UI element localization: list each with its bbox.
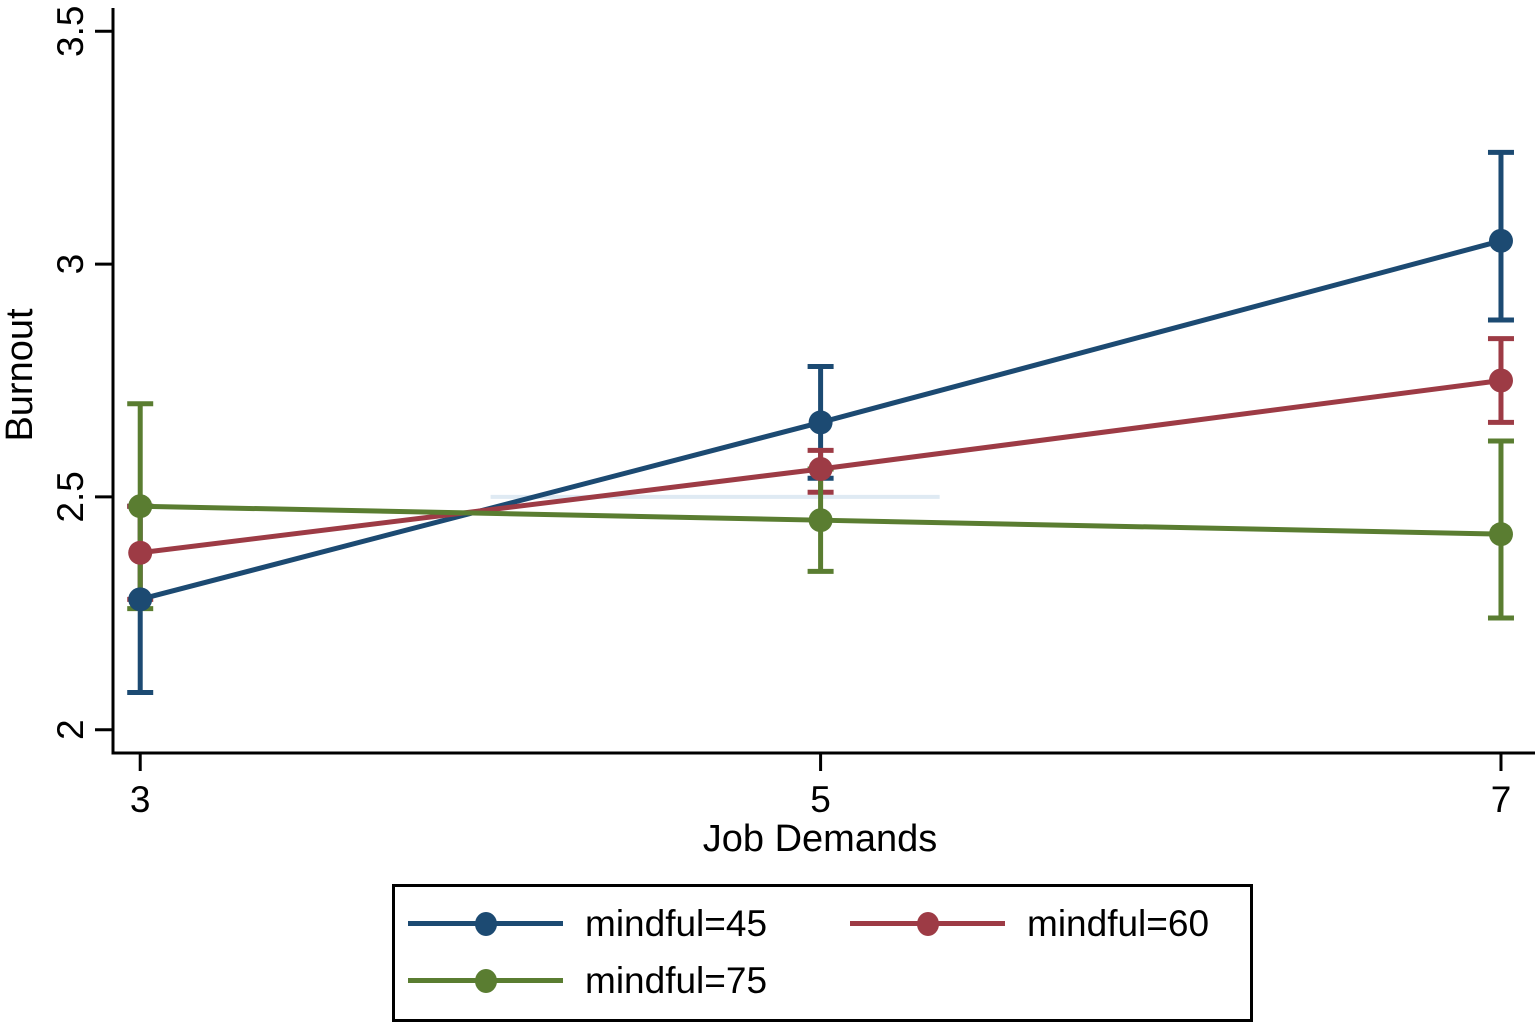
legend-row: mindful=75 (395, 952, 1250, 1009)
legend-marker-icon (474, 911, 497, 936)
legend-marker-icon (916, 911, 939, 936)
data-point-marker (1488, 522, 1513, 547)
x-tick-label: 3 (130, 779, 151, 820)
legend-marker-icon (474, 968, 497, 993)
y-tick-label: 2.5 (50, 471, 91, 522)
data-point-marker (1488, 228, 1513, 253)
data-point-marker (808, 508, 833, 533)
y-tick-label: 3.5 (50, 6, 91, 57)
x-tick-label: 7 (1491, 779, 1512, 820)
x-tick-label: 5 (810, 779, 831, 820)
data-point-marker (1488, 368, 1513, 393)
legend-entry-mindful-75: mindful=75 (395, 959, 837, 1001)
legend-box: mindful=45 mindful=60 mindful=75 (392, 884, 1253, 1022)
legend-label: mindful=75 (585, 959, 768, 1001)
legend-row: mindful=45 mindful=60 (395, 895, 1250, 952)
data-point-marker (808, 456, 833, 481)
y-axis-title: Burnout (0, 308, 41, 442)
data-point-marker (808, 410, 833, 435)
data-point-marker (128, 540, 153, 565)
legend-label: mindful=60 (1027, 902, 1210, 944)
legend-entry-mindful-45: mindful=45 (395, 902, 837, 944)
data-point-marker (128, 587, 153, 612)
data-point-marker (128, 494, 153, 519)
legend-line-sample (850, 911, 1005, 937)
legend-line-sample (408, 911, 563, 937)
legend-label: mindful=45 (585, 902, 768, 944)
x-axis-title: Job Demands (702, 818, 938, 860)
y-tick-label: 3 (50, 254, 91, 275)
legend-line-sample (408, 968, 563, 994)
legend-entry-mindful-60: mindful=60 (837, 902, 1279, 944)
y-tick-label: 2 (50, 719, 91, 740)
